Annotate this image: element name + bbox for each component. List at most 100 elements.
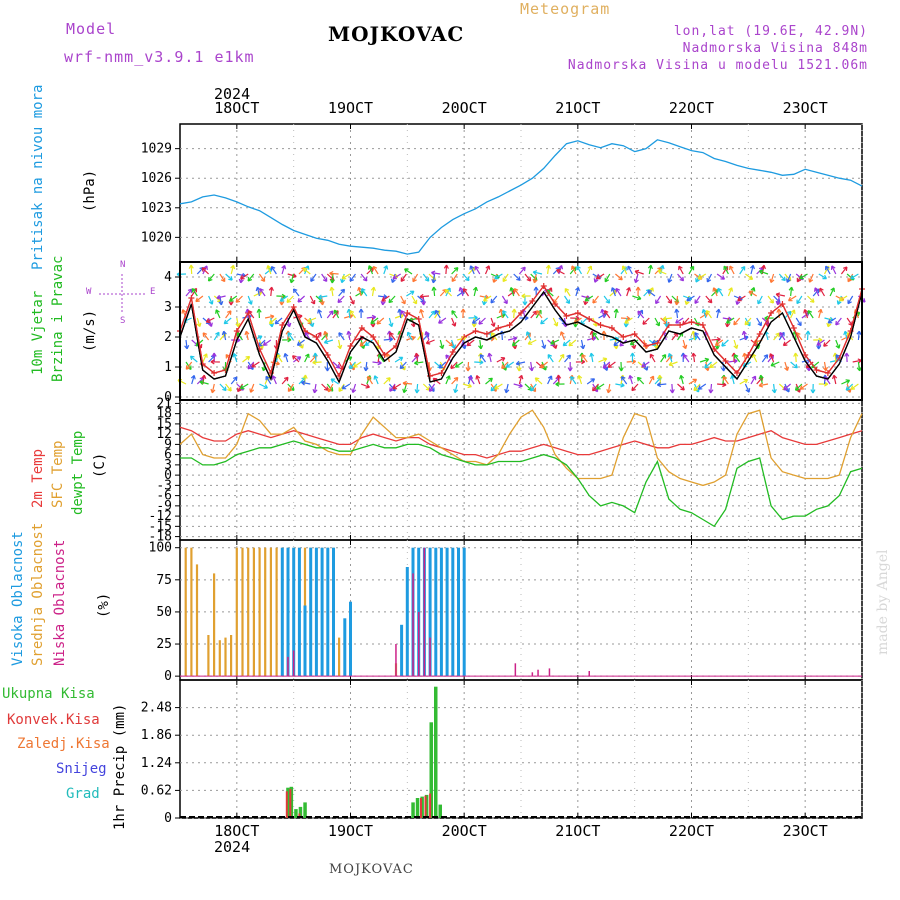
wind-arrow-icon	[412, 273, 419, 283]
wind-arrow-icon	[534, 377, 543, 385]
wind-arrow-icon	[603, 295, 611, 304]
wind-arrow-icon	[709, 361, 718, 369]
wind-arrow-icon	[648, 375, 655, 385]
wind-arrow-icon	[304, 265, 310, 275]
wind-arrow-icon	[845, 383, 854, 391]
wind-arrow-icon	[490, 317, 496, 327]
wind-arrow-icon	[647, 290, 656, 297]
bar-ukupnakisa	[286, 787, 290, 818]
wind-arrow-icon	[298, 339, 304, 349]
series-line-dewpt Temp	[180, 440, 863, 528]
panel-frame-pressure	[179, 123, 863, 263]
bar-niskaoblacnost	[514, 663, 517, 677]
wind-arrow-icon	[635, 286, 641, 297]
wind-arrow-icon	[389, 332, 396, 341]
wind-arrow-icon	[525, 331, 532, 341]
wind-arrow-icon	[199, 380, 209, 386]
footer-location: MOJKOVAC	[329, 862, 414, 877]
bar-visokaoblacnost	[309, 547, 313, 677]
y-tick-label: 21	[156, 396, 172, 411]
wind-arrow-icon	[337, 295, 345, 304]
wind-arrow-icon	[816, 339, 825, 346]
wind-arrow-icon	[536, 310, 543, 319]
wind-arrow-icon	[717, 287, 724, 297]
y-tick-label: 4	[164, 270, 172, 285]
wind-arrow-icon	[758, 269, 769, 275]
wind-arrow-icon	[615, 273, 623, 281]
y-tick-label: -15	[149, 519, 172, 534]
wind-arrow-icon	[358, 308, 364, 318]
wind-arrow-icon	[333, 309, 340, 319]
bar-srednjaoblacnost	[207, 635, 210, 677]
wind-arrow-icon	[840, 266, 848, 275]
x-tick-label-top: 21OCT	[555, 99, 600, 117]
wind-arrow-icon	[376, 317, 385, 325]
wind-arrow-icon	[793, 352, 799, 363]
wind-arrow-icon	[262, 339, 272, 346]
y-tick-label: 2.48	[141, 701, 172, 716]
bar-ukupnakisa	[424, 794, 429, 818]
wind-arrow-icon	[770, 361, 780, 367]
wind-arrow-icon	[511, 339, 520, 347]
wind-arrow-icon	[657, 269, 667, 275]
wind-arrow-icon	[242, 355, 251, 363]
wind-arrow-icon	[329, 286, 335, 297]
wind-arrow-icon	[332, 361, 341, 369]
wind-arrow-icon	[323, 339, 334, 345]
wind-arrow-icon	[502, 310, 509, 319]
y-tick-label: 1.24	[141, 756, 172, 771]
bar-niskaoblacnost	[412, 573, 414, 677]
wind-arrow-icon	[584, 295, 594, 302]
wind-arrow-icon	[529, 361, 535, 372]
bar-visokaoblacnost	[457, 547, 460, 677]
wind-arrow-icon	[338, 332, 345, 341]
wind-arrow-icon	[621, 376, 628, 385]
wind-arrow-icon	[474, 265, 481, 275]
wind-arrow-icon	[266, 265, 272, 275]
compass-e: E	[150, 287, 156, 297]
wind-arrow-icon	[444, 289, 453, 297]
y-tick-label: -9	[156, 499, 172, 514]
bar-ukupnakisa	[289, 786, 294, 818]
wind-arrow-icon	[184, 339, 190, 350]
wind-arrow-icon	[363, 361, 369, 372]
wind-arrow-icon	[693, 317, 700, 327]
wind-arrow-icon	[372, 360, 382, 366]
wind-arrow-icon	[189, 355, 198, 363]
wind-arrow-icon	[381, 295, 390, 302]
bar-srednjaoblacnost	[269, 547, 272, 677]
wind-arrow-icon	[392, 383, 402, 390]
wind-arrow-icon	[188, 264, 194, 275]
wind-arrow-icon	[422, 273, 430, 282]
wind-arrow-icon	[235, 317, 241, 328]
bar-ukupnakisa	[438, 804, 442, 818]
wind-arrow-icon	[513, 273, 521, 281]
bar-niskaoblacnost	[548, 668, 551, 677]
bar-srednjaoblacnost	[190, 547, 193, 677]
wind-arrow-icon	[504, 383, 510, 394]
wind-arrow-icon	[268, 317, 277, 325]
wind-arrow-icon	[547, 287, 553, 297]
wind-arrow-icon	[367, 375, 374, 385]
wind-arrow-icon	[451, 339, 456, 349]
bar-konvekkisa	[289, 789, 292, 818]
y-tick-label: 50	[156, 605, 172, 620]
bar-niskaoblacnost	[292, 650, 295, 677]
series-line-2m Temp	[179, 426, 863, 459]
wind-arrow-icon	[778, 273, 786, 282]
legend-conv-precip: Konvek.Kisa	[7, 712, 100, 728]
wind-arrow-icon	[648, 287, 654, 297]
wind-arrow-icon	[524, 273, 532, 282]
wind-arrow-icon	[370, 286, 376, 297]
wind-arrow-icon	[784, 383, 790, 393]
bar-visokaoblacnost	[292, 547, 296, 677]
wind-arrow-icon	[564, 354, 571, 363]
wind-arrow-icon	[598, 357, 608, 363]
wind-arrow-icon	[201, 267, 210, 275]
y-tick-label: 1	[164, 360, 172, 375]
wind-arrow-icon	[264, 314, 275, 320]
wind-arrow-icon	[319, 295, 325, 306]
wind-arrow-icon	[287, 383, 294, 393]
wind-arrow-icon	[223, 317, 232, 325]
